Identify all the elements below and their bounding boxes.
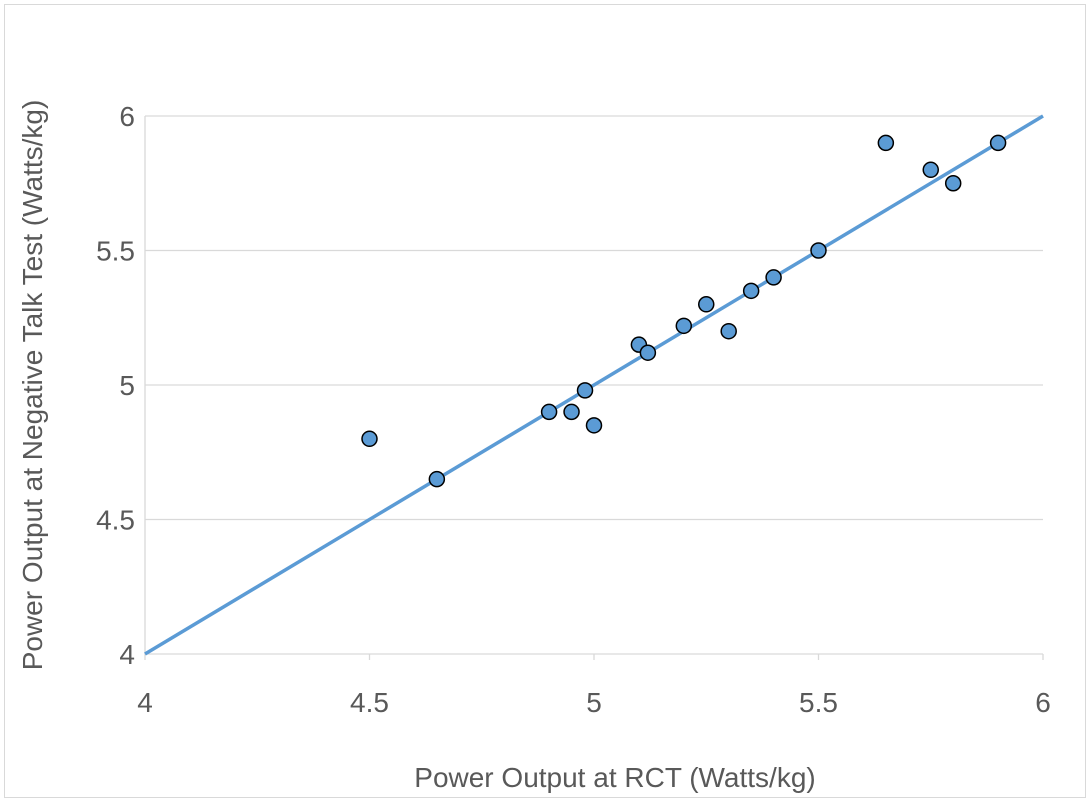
x-tick-label: 6 xyxy=(1035,687,1051,718)
scatter-point xyxy=(877,134,895,152)
scatter-point xyxy=(944,175,962,192)
scatter-point xyxy=(428,470,446,488)
scatter-point xyxy=(585,417,603,434)
scatter-point xyxy=(540,403,558,421)
scatter-point xyxy=(563,403,580,421)
scatter-point xyxy=(576,382,594,399)
x-tick-label: 5.5 xyxy=(799,687,838,718)
y-tick-label: 4 xyxy=(119,639,135,670)
x-tick-label: 4 xyxy=(137,687,153,718)
scatter-point xyxy=(639,344,657,361)
y-tick-label: 6 xyxy=(119,101,135,132)
x-tick-label: 5 xyxy=(586,687,602,718)
scatter-point xyxy=(922,161,939,179)
y-axis-ticks: 4 4.5 5 5.5 6 xyxy=(96,101,135,670)
scatter-point xyxy=(720,322,737,340)
scatter-point xyxy=(742,282,760,300)
line-of-identity xyxy=(144,114,1044,656)
gridlines xyxy=(144,115,1044,660)
scatter-point xyxy=(675,317,693,335)
y-tick-label: 5 xyxy=(119,370,135,401)
x-tick-label: 4.5 xyxy=(350,687,389,718)
y-tick-label: 4.5 xyxy=(96,505,135,536)
scatter-point xyxy=(810,242,827,259)
scatter-point xyxy=(361,430,378,448)
y-axis-title: Power Output at Negative Talk Test (Watt… xyxy=(17,100,48,671)
x-axis-ticks: 4 4.5 5 5.5 6 xyxy=(137,687,1051,718)
chart-area xyxy=(4,4,1086,798)
scatter-point xyxy=(989,134,1007,152)
scatter-point xyxy=(765,269,782,286)
data-points xyxy=(361,134,1007,488)
x-axis-title: Power Output at RCT (Watts/kg) xyxy=(414,762,815,793)
scatter-point xyxy=(698,296,715,313)
y-tick-label: 5.5 xyxy=(96,236,135,267)
